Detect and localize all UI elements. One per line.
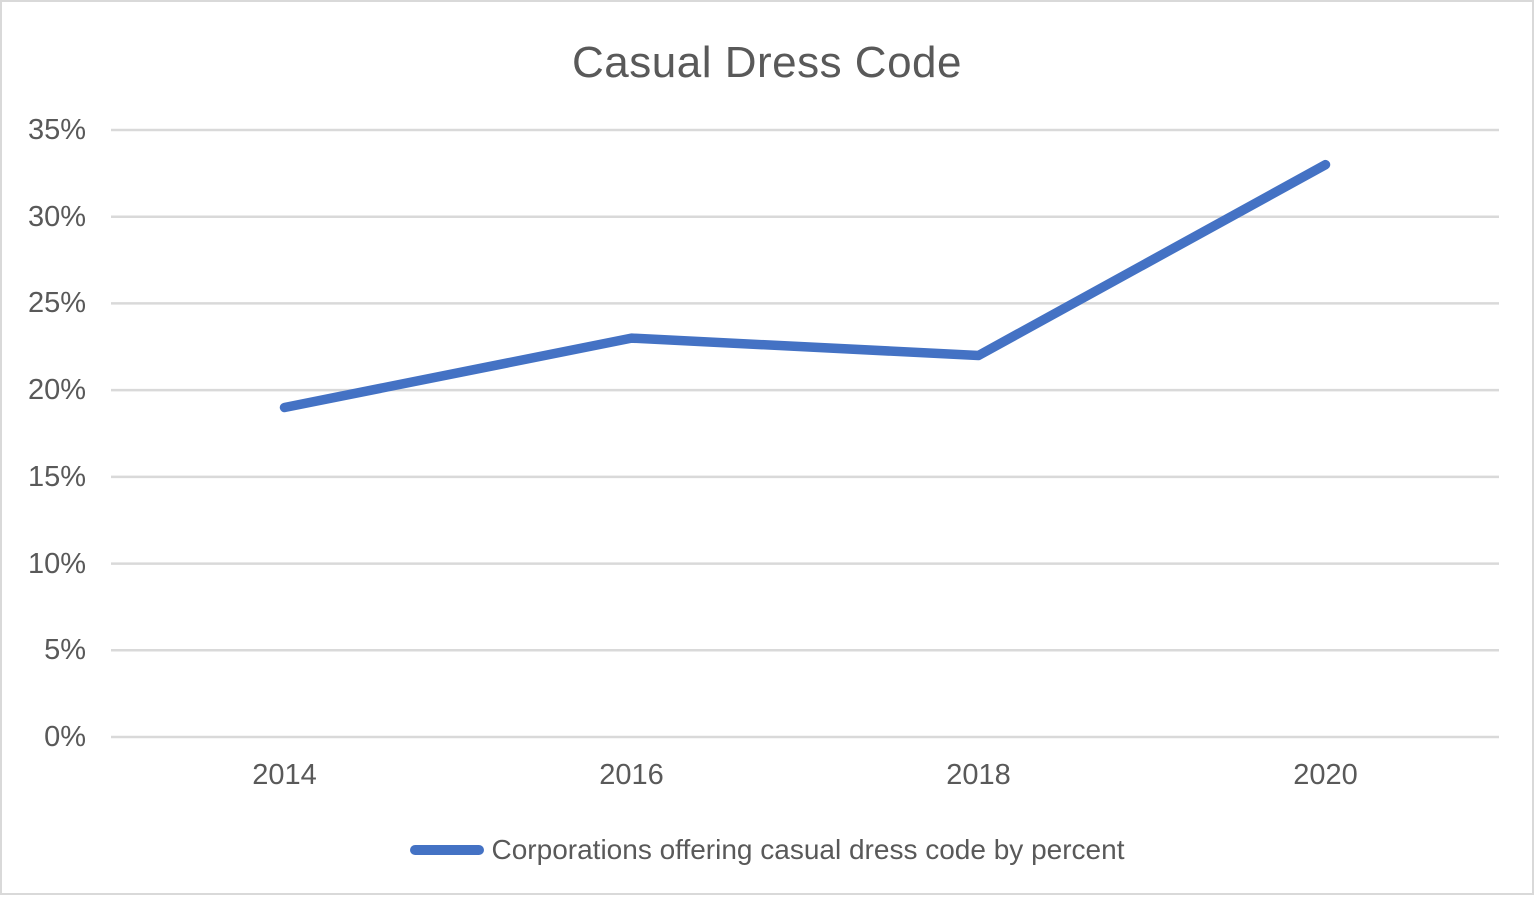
y-tick-label: 10% bbox=[27, 547, 86, 580]
series-group bbox=[279, 159, 1331, 413]
y-tick-label: 15% bbox=[27, 460, 86, 493]
x-tick-label: 2020 bbox=[1293, 759, 1358, 791]
y-tick-label: 0% bbox=[44, 721, 86, 753]
x-tick-label: 2016 bbox=[599, 759, 664, 791]
y-tick-label: 30% bbox=[27, 200, 86, 233]
y-tick-label: 35% bbox=[27, 114, 86, 146]
x-tick-label: 2018 bbox=[946, 759, 1011, 791]
gridlines-group bbox=[111, 128, 1499, 739]
x-tick-label: 2014 bbox=[252, 759, 317, 791]
legend-line-swatch bbox=[409, 845, 484, 855]
y-tick-label: 20% bbox=[27, 374, 86, 407]
series-line bbox=[279, 159, 1331, 413]
legend: Corporations offering casual dress code … bbox=[2, 833, 1532, 867]
legend-label: Corporations offering casual dress code … bbox=[491, 834, 1125, 865]
y-tick-label: 5% bbox=[44, 634, 86, 667]
y-tick-label: 25% bbox=[27, 287, 86, 320]
chart-title: Casual Dress Code bbox=[572, 38, 962, 87]
